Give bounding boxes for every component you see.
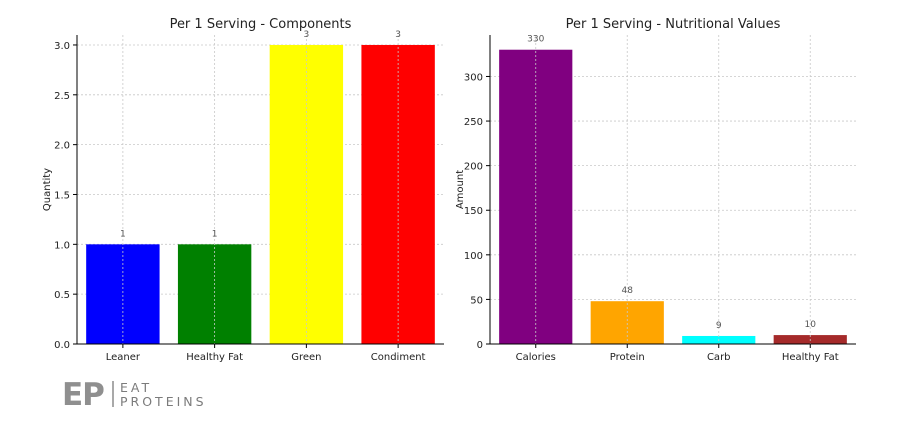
- y-tick-label: 1.5: [54, 190, 70, 201]
- data-label: 330: [527, 35, 544, 45]
- bar-green: [269, 44, 344, 344]
- logo-mark: EP: [62, 377, 105, 413]
- x-tick-label: Leaner: [106, 352, 141, 363]
- chart-title: Per 1 Serving - Nutritional Values: [566, 17, 781, 32]
- y-tick-label: 100: [464, 251, 483, 262]
- eat-proteins-logo: EP EAT PROTEINS: [62, 377, 222, 413]
- data-label: 3: [304, 30, 310, 40]
- logo-word-eat: EAT: [120, 380, 153, 395]
- data-label: 1: [212, 229, 218, 239]
- y-tick-label: 200: [464, 162, 483, 173]
- data-label: 9: [716, 321, 722, 331]
- y-tick-label: 250: [464, 117, 483, 128]
- x-tick-label: Calories: [516, 352, 556, 363]
- x-tick-label: Healthy Fat: [782, 352, 839, 363]
- x-tick-label: Carb: [707, 352, 731, 363]
- chart-title: Per 1 Serving - Components: [170, 17, 352, 32]
- y-tick-label: 50: [470, 295, 483, 306]
- y-tick-label: 0.5: [54, 290, 70, 301]
- data-label: 10: [805, 320, 817, 330]
- chart-1: 1 1 3 3 0.0 0.5 1.0 1.5 2.0 2.5 3.0 Leaner Healthy F…: [42, 17, 444, 363]
- bar-condiment: [361, 44, 435, 344]
- y-tick-label: 150: [464, 206, 483, 217]
- data-label: 48: [622, 286, 634, 296]
- data-label: 3: [395, 30, 401, 40]
- y-tick-label: 3.0: [54, 41, 70, 52]
- x-tick-label: Healthy Fat: [186, 352, 243, 363]
- y-tick-label: 2.5: [54, 91, 70, 102]
- x-tick-label: Green: [291, 352, 321, 363]
- y-axis-label: Amount: [455, 170, 466, 209]
- logo-word-proteins: PROTEINS: [120, 394, 207, 409]
- data-label: 1: [120, 229, 126, 239]
- x-tick-label: Condiment: [371, 352, 426, 363]
- logo-divider: [112, 381, 114, 407]
- x-tick-label: Protein: [610, 352, 645, 363]
- y-tick-label: 1.0: [54, 240, 70, 251]
- y-tick-label: 2.0: [54, 141, 70, 152]
- y-axis-label: Quantity: [42, 168, 53, 211]
- y-tick-label: 300: [464, 72, 483, 83]
- y-tick-label: 0.0: [54, 340, 70, 351]
- y-tick-label: 0: [477, 340, 483, 351]
